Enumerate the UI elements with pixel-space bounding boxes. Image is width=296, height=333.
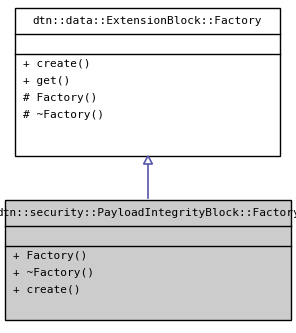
Text: + ~Factory(): + ~Factory() <box>13 268 94 278</box>
Text: + get(): + get() <box>23 76 70 86</box>
Text: # ~Factory(): # ~Factory() <box>23 110 104 120</box>
Text: dtn::security::PayloadIntegrityBlock::Factory: dtn::security::PayloadIntegrityBlock::Fa… <box>0 208 296 218</box>
Text: + create(): + create() <box>23 59 91 69</box>
Text: + create(): + create() <box>13 285 81 295</box>
Text: # Factory(): # Factory() <box>23 93 97 103</box>
Text: dtn::data::ExtensionBlock::Factory: dtn::data::ExtensionBlock::Factory <box>33 16 262 26</box>
Text: + Factory(): + Factory() <box>13 251 87 261</box>
Bar <box>5 200 291 320</box>
Polygon shape <box>144 156 152 164</box>
Bar <box>15 8 280 156</box>
